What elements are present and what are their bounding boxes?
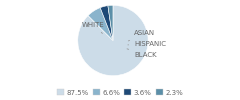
Text: HISPANIC: HISPANIC [128, 41, 166, 47]
Wedge shape [88, 8, 113, 41]
Wedge shape [78, 5, 148, 76]
Wedge shape [100, 6, 113, 41]
Text: WHITE: WHITE [82, 22, 105, 33]
Wedge shape [108, 5, 113, 40]
Text: BLACK: BLACK [127, 49, 157, 58]
Text: ASIAN: ASIAN [128, 30, 155, 41]
Legend: 87.5%, 6.6%, 3.6%, 2.3%: 87.5%, 6.6%, 3.6%, 2.3% [54, 87, 186, 98]
